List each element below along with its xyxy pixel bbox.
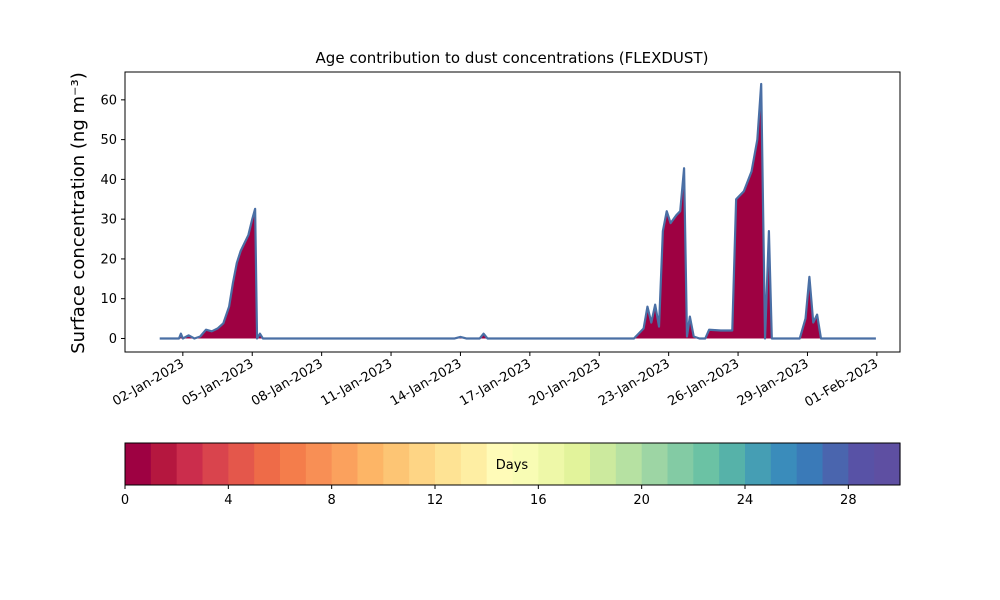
colorbar-label: Days bbox=[496, 458, 529, 473]
colorbar-cell bbox=[460, 443, 488, 485]
colorbar-cell bbox=[770, 443, 798, 485]
y-tick-label: 40 bbox=[100, 173, 117, 188]
y-axis-label: Surface concentration (ng m⁻³) bbox=[68, 72, 89, 354]
colorbar-cell bbox=[280, 443, 307, 485]
y-tick-label: 30 bbox=[100, 213, 117, 228]
colorbar-cell bbox=[486, 443, 514, 485]
colorbar-cell bbox=[874, 443, 901, 485]
colorbar-cell bbox=[435, 443, 462, 485]
colorbar-cell bbox=[590, 443, 617, 485]
colorbar-tick-label: 12 bbox=[427, 493, 444, 508]
y-tick-label: 50 bbox=[100, 133, 117, 148]
area-layer bbox=[159, 82, 876, 340]
colorbar-cell bbox=[357, 443, 384, 485]
colorbar-tick-label: 8 bbox=[328, 493, 336, 508]
colorbar-ticks: 0 4 8 12 16 20 24 28 bbox=[121, 485, 857, 508]
colorbar-cell bbox=[564, 443, 591, 485]
colorbar-tick-label: 20 bbox=[633, 493, 650, 508]
colorbar-cell bbox=[719, 443, 746, 485]
colorbar-cell bbox=[848, 443, 875, 485]
y-tick-label: 20 bbox=[100, 252, 117, 267]
colorbar-cell bbox=[615, 443, 643, 485]
y-tick-label: 60 bbox=[100, 93, 117, 108]
colorbar-tick-label: 16 bbox=[530, 493, 547, 508]
colorbar: Days 0 4 8 12 16 20 24 28 bbox=[121, 442, 901, 508]
colorbar-frame bbox=[124, 442, 901, 486]
colorbar-cell bbox=[125, 443, 152, 485]
colorbar-cell bbox=[254, 443, 281, 485]
colorbar-tick-label: 4 bbox=[224, 493, 232, 508]
y-tick-label: 10 bbox=[100, 292, 117, 307]
colorbar-cell bbox=[383, 443, 410, 485]
colorbar-cell bbox=[331, 443, 359, 485]
series-line-0 bbox=[159, 82, 876, 340]
colorbar-cell bbox=[667, 443, 694, 485]
colorbar-cell bbox=[822, 443, 849, 485]
colorbar-cell bbox=[538, 443, 565, 485]
series-area-0 bbox=[159, 83, 876, 339]
colorbar-cell bbox=[305, 443, 333, 485]
colorbar-cell bbox=[745, 443, 772, 485]
colorbar-cell bbox=[228, 443, 255, 485]
colorbar-tick-label: 0 bbox=[121, 493, 129, 508]
colorbar-cell bbox=[796, 443, 824, 485]
y-tick-label: 0 bbox=[109, 332, 117, 347]
plot-frame bbox=[124, 71, 901, 353]
colorbar-tick-label: 24 bbox=[737, 493, 754, 508]
colorbar-cell bbox=[693, 443, 720, 485]
colorbar-cell bbox=[512, 443, 539, 485]
colorbar-cell bbox=[176, 443, 204, 485]
colorbar-cell bbox=[409, 443, 436, 485]
colorbar-tick-label: 28 bbox=[840, 493, 857, 508]
colorbar-cell bbox=[641, 443, 669, 485]
colorbar-cell bbox=[150, 443, 178, 485]
chart-title: Age contribution to dust concentrations … bbox=[316, 49, 709, 67]
colorbar-cells bbox=[125, 443, 901, 485]
y-axis: 0 10 20 30 40 50 60 bbox=[100, 93, 125, 347]
colorbar-cell bbox=[202, 443, 229, 485]
